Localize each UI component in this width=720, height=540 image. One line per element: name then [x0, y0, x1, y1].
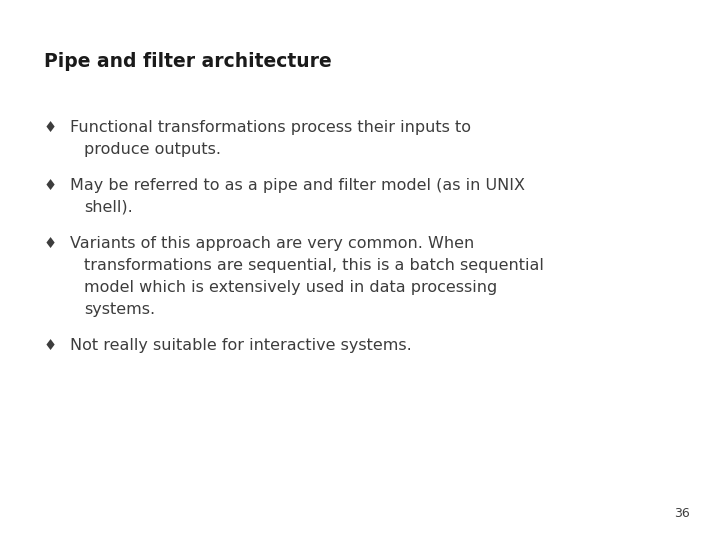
- Text: ♦: ♦: [44, 236, 57, 251]
- Text: 36: 36: [674, 507, 690, 520]
- Text: transformations are sequential, this is a batch sequential: transformations are sequential, this is …: [84, 258, 544, 273]
- Text: Not really suitable for interactive systems.: Not really suitable for interactive syst…: [70, 338, 412, 353]
- Text: ♦: ♦: [44, 338, 57, 353]
- Text: model which is extensively used in data processing: model which is extensively used in data …: [84, 280, 498, 295]
- Text: produce outputs.: produce outputs.: [84, 142, 221, 157]
- Text: shell).: shell).: [84, 200, 132, 215]
- Text: Variants of this approach are very common. When: Variants of this approach are very commo…: [70, 236, 474, 251]
- Text: May be referred to as a pipe and filter model (as in UNIX: May be referred to as a pipe and filter …: [70, 178, 525, 193]
- Text: ♦: ♦: [44, 120, 57, 135]
- Text: Functional transformations process their inputs to: Functional transformations process their…: [70, 120, 471, 135]
- Text: Pipe and filter architecture: Pipe and filter architecture: [44, 52, 332, 71]
- Text: ♦: ♦: [44, 178, 57, 193]
- Text: systems.: systems.: [84, 302, 155, 317]
